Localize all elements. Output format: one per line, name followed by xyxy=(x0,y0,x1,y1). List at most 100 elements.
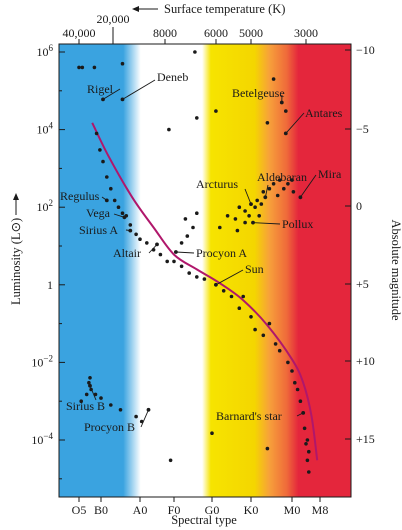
star-label: Barnard's star xyxy=(216,409,282,423)
star-point xyxy=(298,399,303,404)
star-label-leader xyxy=(300,174,317,198)
named-star-point xyxy=(146,407,151,412)
star-point xyxy=(237,306,242,311)
temperature-tick-label: 3000 xyxy=(294,26,318,40)
spectral-tick-label: M0 xyxy=(284,503,301,517)
star-label: Aldebaran xyxy=(257,170,307,184)
star-point xyxy=(282,186,286,191)
magnitude-tick-label: −10 xyxy=(356,43,375,57)
star-label: Sun xyxy=(245,262,264,276)
star-label-leader xyxy=(215,269,244,286)
star-point xyxy=(120,211,125,215)
star-point xyxy=(179,264,184,269)
star-label-leader xyxy=(125,229,131,232)
spectral-tick-label: M8 xyxy=(312,503,329,517)
star-label: Altair xyxy=(113,246,141,260)
star-point xyxy=(271,77,276,81)
y-axis-title-group: Luminosity (L⊙) xyxy=(9,193,23,305)
star-point xyxy=(202,277,207,281)
star-point xyxy=(118,408,123,412)
star-point xyxy=(293,380,297,385)
temperature-tick-label: 6000 xyxy=(204,26,228,40)
star-point xyxy=(183,217,188,221)
star-point xyxy=(257,214,262,218)
star-label-leader xyxy=(140,409,149,428)
star-point xyxy=(99,396,103,400)
star-point xyxy=(138,237,142,241)
star-point xyxy=(259,202,264,206)
star-point xyxy=(92,65,97,70)
star-labels: Rigel Deneb Betelgeuse Antares Mira Aldebaran… xyxy=(60,70,343,434)
star-point xyxy=(267,321,272,326)
star-point xyxy=(295,387,300,392)
luminosity-tick-label: 104 xyxy=(37,121,54,137)
star-label: Arcturus xyxy=(196,177,238,191)
spectral-tick-label: O5 xyxy=(72,503,87,517)
star-point xyxy=(304,442,308,446)
top-axis-arrow xyxy=(132,6,158,12)
star-point xyxy=(307,449,311,454)
star-point xyxy=(105,175,109,179)
spectral-tick-label: K0 xyxy=(244,503,259,517)
spectrum-background xyxy=(59,44,351,497)
star-point xyxy=(235,228,240,233)
temperature-tick-label: 5000 xyxy=(239,26,263,40)
luminosity-tick-label: 1 xyxy=(47,278,53,292)
star-point xyxy=(229,294,234,299)
star-point xyxy=(167,127,171,132)
temperature-tick-label: 20,000 xyxy=(97,12,130,26)
star-point xyxy=(225,214,230,218)
luminosity-tick-label: 102 xyxy=(37,198,54,214)
star-point xyxy=(271,182,276,186)
star-point xyxy=(179,241,184,245)
magnitude-tick-label: 0 xyxy=(356,199,362,213)
star-label: Betelgeuse xyxy=(232,86,285,100)
star-point xyxy=(195,211,199,215)
star-point xyxy=(290,178,294,182)
star-point xyxy=(109,186,113,191)
star-point xyxy=(120,61,125,66)
star-point xyxy=(267,186,272,191)
star-point xyxy=(210,431,214,436)
star-point xyxy=(286,360,290,365)
temperature-tick-label: 8000 xyxy=(153,26,177,40)
magnitude-tick-label: −5 xyxy=(356,122,369,136)
star-point xyxy=(290,369,294,373)
star-point xyxy=(284,109,288,113)
star-point xyxy=(302,426,307,431)
star-label-leader xyxy=(175,251,195,254)
star-label-leader xyxy=(148,244,158,254)
star-point xyxy=(249,315,253,319)
star-point xyxy=(255,198,259,203)
star-label-leader xyxy=(102,88,121,100)
magnitude-tick-label: +15 xyxy=(356,432,375,446)
temperature-tick-label: 40,000 xyxy=(63,26,96,40)
star-point xyxy=(101,159,105,164)
luminosity-tick-label: 106 xyxy=(37,43,54,59)
named-star-point xyxy=(122,215,127,220)
luminosity-tick-label: 10−4 xyxy=(31,431,53,447)
star-point xyxy=(168,458,173,463)
star-label: Sirius A xyxy=(79,223,118,237)
star-label: Procyon B xyxy=(84,420,135,434)
star-point xyxy=(191,225,195,230)
named-star-point xyxy=(263,195,268,200)
star-point xyxy=(253,327,257,332)
star-point xyxy=(265,446,270,451)
star-point xyxy=(193,50,197,54)
star-point xyxy=(79,399,83,404)
star-point xyxy=(98,148,102,152)
star-label-leader xyxy=(244,188,252,205)
star-point xyxy=(214,109,218,113)
star-point xyxy=(237,205,242,209)
star-label-leader xyxy=(253,222,281,225)
star-label-leader xyxy=(285,112,305,134)
star-point xyxy=(93,392,98,397)
star-label-leader xyxy=(264,184,269,198)
star-point xyxy=(305,438,310,442)
star-point xyxy=(265,121,270,125)
plot-frame xyxy=(58,43,352,498)
spectral-tick-label: B0 xyxy=(94,503,108,517)
star-point xyxy=(116,205,121,209)
